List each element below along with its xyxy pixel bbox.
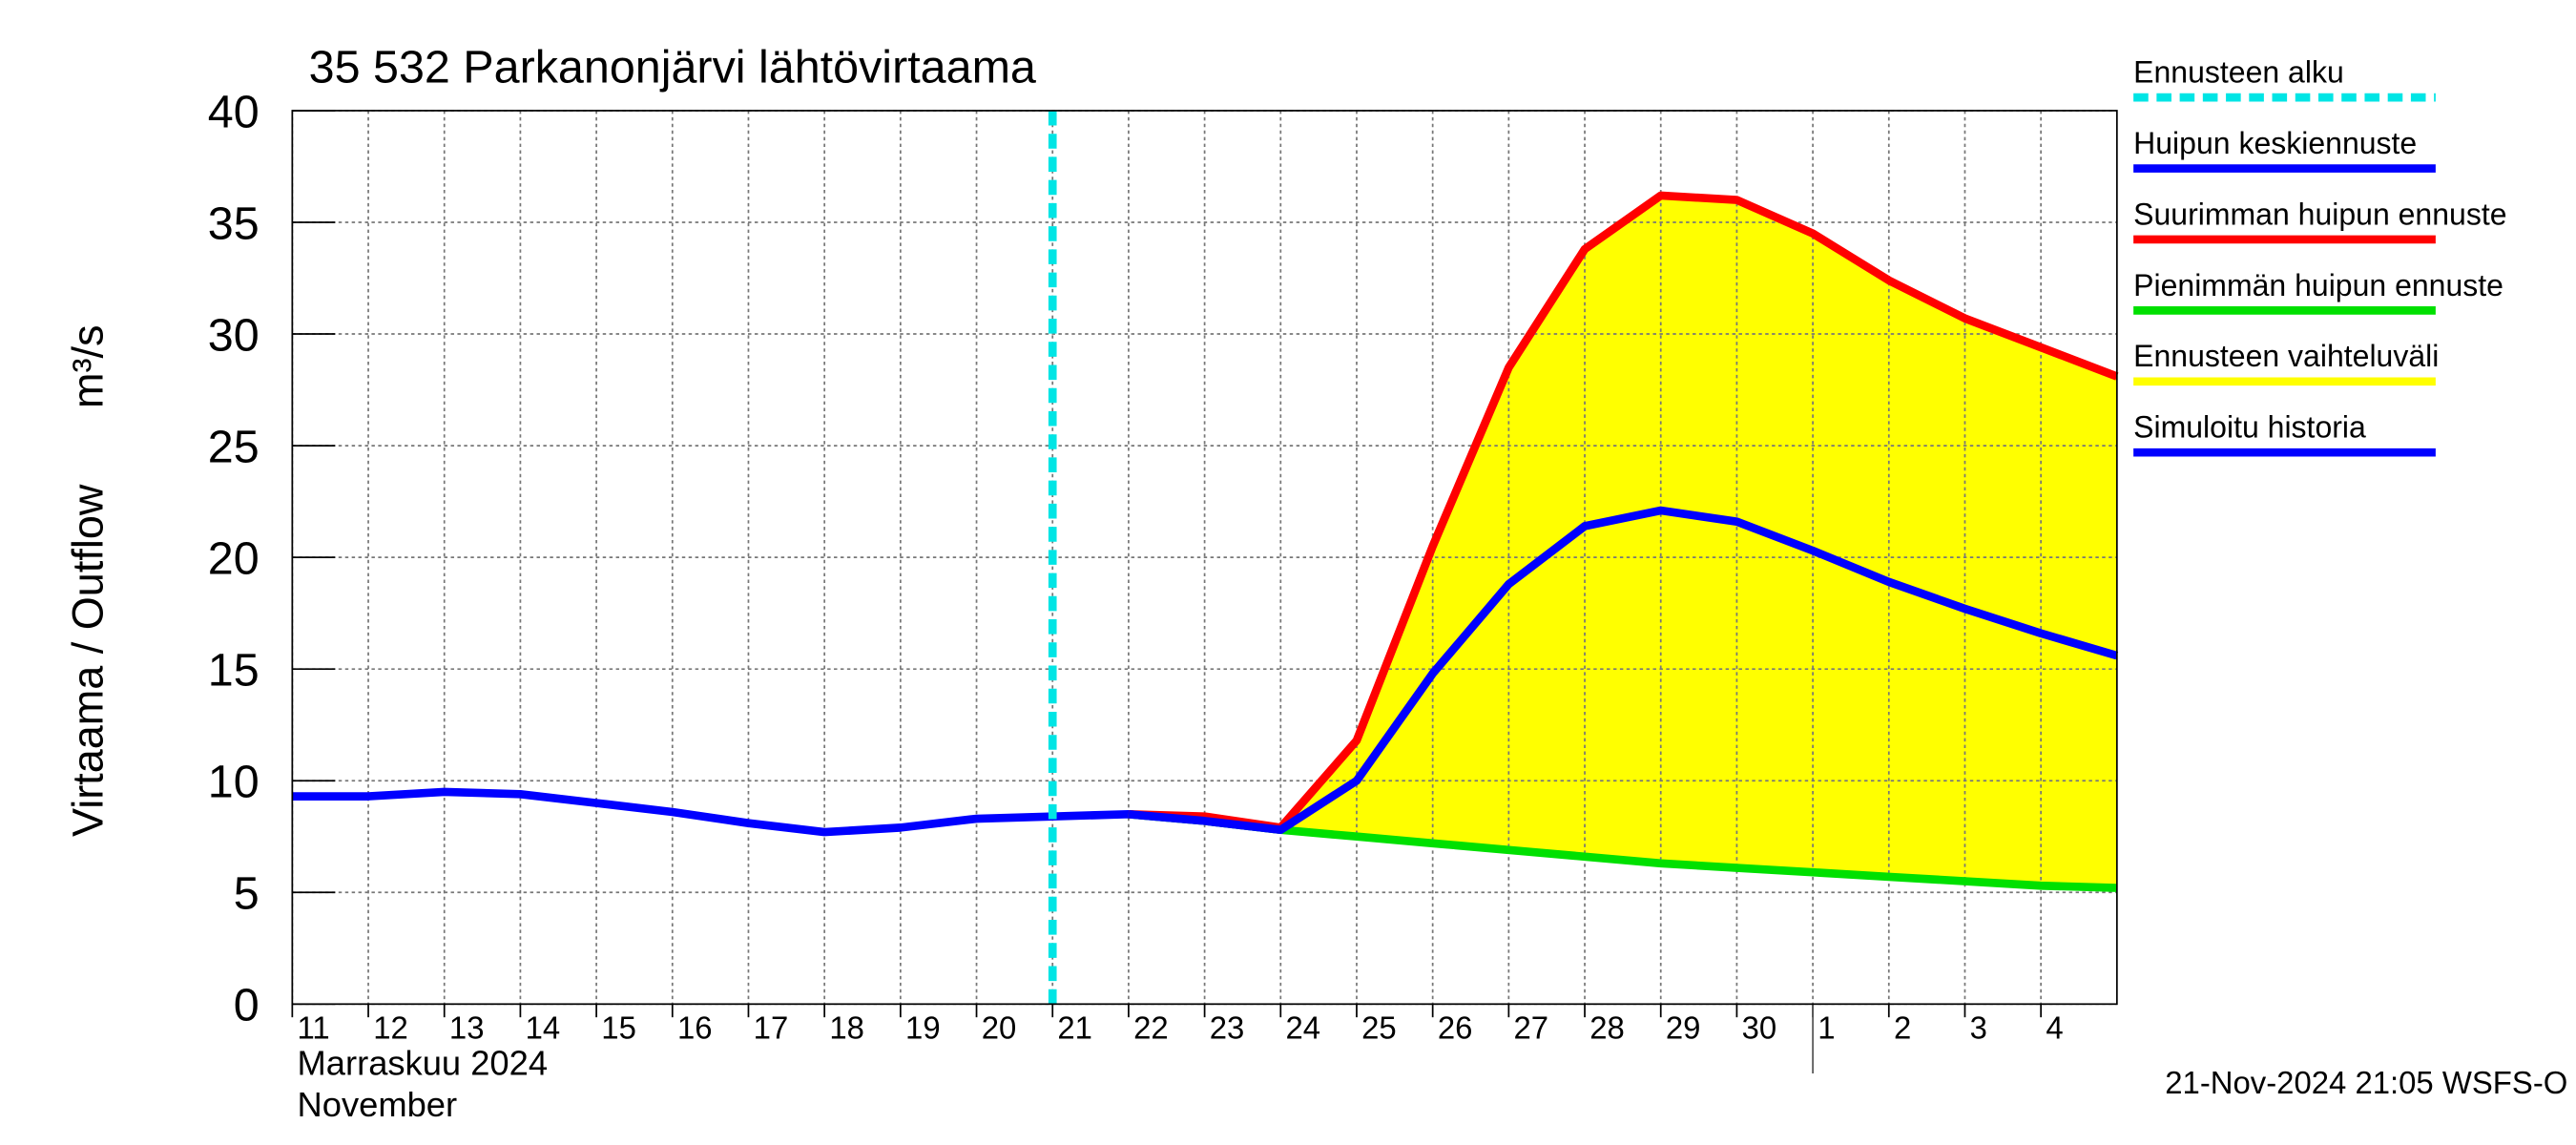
footer: 21-Nov-2024 21:05 WSFS-O: [2165, 1065, 2567, 1100]
y-tick-label: 25: [208, 421, 260, 472]
x-tick-label: 22: [1133, 1010, 1169, 1046]
x-tick-label: 17: [754, 1010, 789, 1046]
band-layer: [1128, 195, 2117, 888]
legend-label: Ennusteen vaihteluväli: [2133, 339, 2439, 373]
y-axis-label: Virtaama / Outflow: [63, 484, 112, 837]
legend-label: Ennusteen alku: [2133, 55, 2344, 90]
x-tick-label: 18: [829, 1010, 864, 1046]
x-tick-label: 19: [905, 1010, 941, 1046]
x-tick-label: 20: [982, 1010, 1017, 1046]
y-tick-label: 30: [208, 309, 260, 361]
legend-label: Huipun keskiennuste: [2133, 126, 2417, 160]
legend-label: Suurimman huipun ennuste: [2133, 197, 2506, 231]
y-axis-unit: m³/s: [63, 324, 112, 407]
x-tick-label: 27: [1514, 1010, 1549, 1046]
x-tick-label: 28: [1589, 1010, 1625, 1046]
y-tick-label: 0: [234, 980, 260, 1031]
y-tick-label: 40: [208, 86, 260, 137]
x-tick-label: 12: [373, 1010, 408, 1046]
y-tick-label: 35: [208, 198, 260, 249]
chart-title: 35 532 Parkanonjärvi lähtövirtaama: [309, 42, 1036, 94]
x-tick-label: 21: [1057, 1010, 1092, 1046]
x-tick-label: 16: [677, 1010, 713, 1046]
x-axis-label-en: November: [298, 1085, 458, 1124]
legend-label: Pienimmän huipun ennuste: [2133, 268, 2503, 302]
x-tick-label: 4: [2046, 1010, 2063, 1046]
x-tick-label: 30: [1742, 1010, 1777, 1046]
y-tick-label: 20: [208, 532, 260, 584]
series-line: [1128, 191, 2119, 832]
x-tick-label: 1: [1818, 1010, 1835, 1046]
x-tick-label: 29: [1666, 1010, 1701, 1046]
series-line: [1128, 810, 2117, 892]
y-tick-label: 15: [208, 644, 260, 696]
x-tick-label: 26: [1438, 1010, 1473, 1046]
y-tick-label: 10: [208, 757, 260, 808]
series-line: [1128, 506, 2119, 835]
x-tick-label: 23: [1210, 1010, 1245, 1046]
x-tick-label: 25: [1361, 1010, 1397, 1046]
x-tick-label: 3: [1970, 1010, 1987, 1046]
x-tick-label: 2: [1894, 1010, 1911, 1046]
x-tick-label: 13: [449, 1010, 485, 1046]
y-tick-label: 5: [234, 868, 260, 920]
legend-label: Simuloitu historia: [2133, 410, 2366, 445]
x-tick-label: 24: [1285, 1010, 1320, 1046]
plot-frame: [291, 110, 2118, 1006]
x-tick-label: 15: [601, 1010, 636, 1046]
forecast-band: [1128, 195, 2117, 888]
x-tick-label: 11: [298, 1010, 330, 1046]
lines-layer: [292, 110, 2119, 1005]
series-line: [292, 787, 1281, 837]
x-axis-label-fi: Marraskuu 2024: [298, 1044, 549, 1083]
x-tick-label: 14: [526, 1010, 561, 1046]
